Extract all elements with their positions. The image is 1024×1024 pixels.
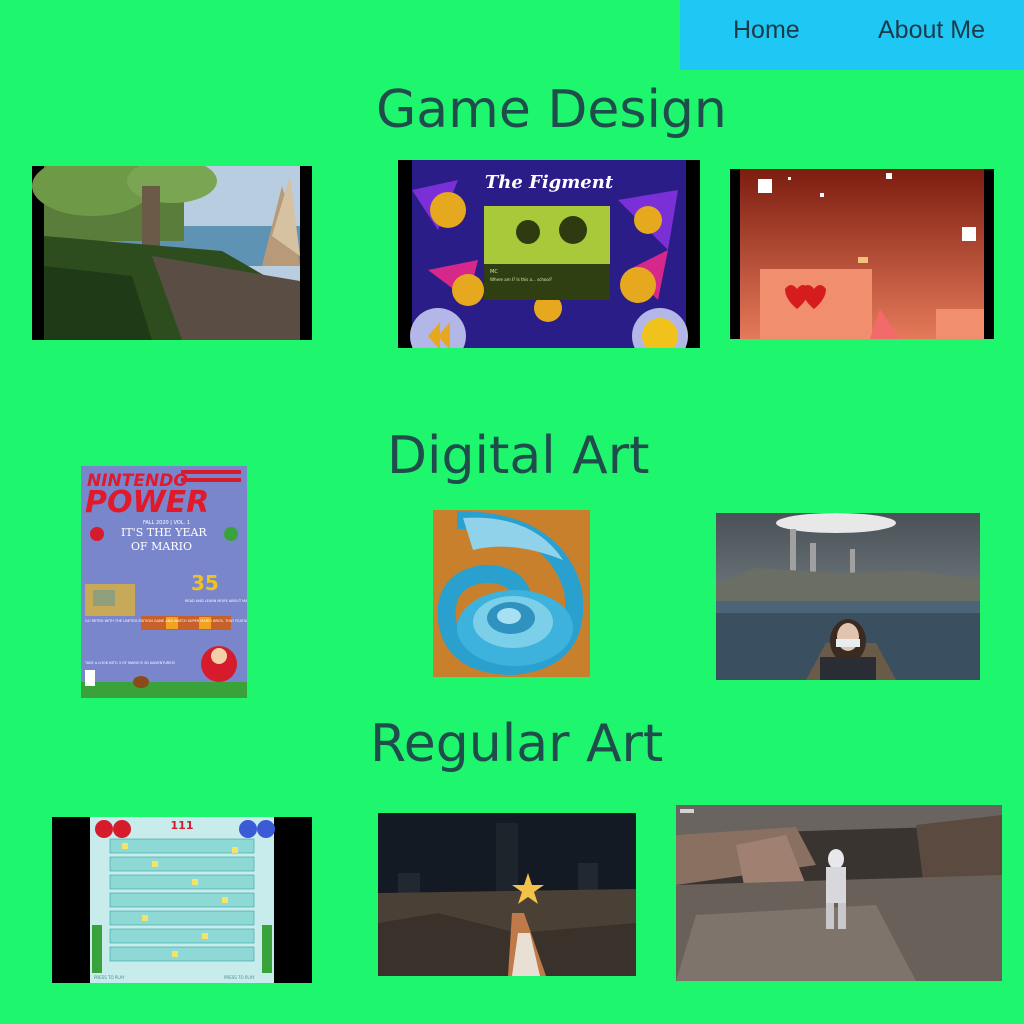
pollution-photo-image bbox=[716, 513, 980, 680]
magazine-blurb-3: TAKE A LOOK INTO 3 OF MARIO'S 3D ADVENTU… bbox=[84, 661, 175, 665]
nav-about-link[interactable]: About Me bbox=[878, 16, 986, 44]
top-nav: Home About Me bbox=[680, 0, 1024, 70]
thumb-nautilus-shell[interactable] bbox=[433, 510, 590, 677]
thumb-figment[interactable]: The Figment MC Where am I? Is this a... … bbox=[398, 160, 700, 348]
magazine-brand-top: NINTENDO bbox=[87, 471, 188, 491]
board-hint-left: PRESS TO PLAY bbox=[94, 975, 125, 980]
board-score: 111 bbox=[171, 819, 194, 832]
section-title-game-design: Game Design bbox=[376, 80, 727, 140]
forest-island-image bbox=[32, 166, 312, 340]
thumb-courtyard-runner[interactable] bbox=[676, 805, 1002, 981]
board-game-image: 111 PRESS TO PLAY PRESS TO PLAY bbox=[52, 817, 312, 983]
magazine-headline-2: OF MARIO bbox=[131, 540, 192, 553]
magazine-issue: FALL 2020 | VOL. 1 bbox=[143, 520, 190, 526]
thumb-night-star-scene[interactable] bbox=[378, 813, 636, 976]
thumb-forest-island[interactable] bbox=[32, 166, 312, 340]
nautilus-shell-image bbox=[433, 510, 590, 677]
magazine-blurb-2: GO RETRO WITH THE LIMITED EDITION GAME A… bbox=[85, 619, 247, 623]
figment-speaker: MC bbox=[490, 269, 498, 275]
figment-image: The Figment MC Where am I? Is this a... … bbox=[398, 160, 700, 348]
magazine-brand-bottom: POWER bbox=[85, 485, 209, 520]
magazine-headline-1: IT'S THE YEAR bbox=[121, 526, 207, 539]
thumb-board-game[interactable]: 111 PRESS TO PLAY PRESS TO PLAY bbox=[52, 817, 312, 983]
night-star-image bbox=[378, 813, 636, 976]
nav-home-link[interactable]: Home bbox=[733, 16, 800, 44]
pixel-hearts-image bbox=[730, 169, 994, 339]
nintendo-power-image: NINTENDO POWER FALL 2020 | VOL. 1 IT'S T… bbox=[81, 466, 247, 698]
thumb-pollution-photo[interactable] bbox=[716, 513, 980, 680]
courtyard-runner-image bbox=[676, 805, 1002, 981]
thumb-nintendo-power-cover[interactable]: NINTENDO POWER FALL 2020 | VOL. 1 IT'S T… bbox=[81, 466, 247, 698]
section-title-regular-art: Regular Art bbox=[370, 714, 664, 774]
figment-title: The Figment bbox=[485, 172, 614, 193]
section-title-digital-art: Digital Art bbox=[387, 426, 650, 486]
thumb-pixel-hearts[interactable] bbox=[730, 169, 994, 339]
board-hint-right: PRESS TO PLAY bbox=[224, 975, 255, 980]
magazine-blurb-1: READ AND LEARN MORE ABOUT MARIO'S HISTOR… bbox=[185, 599, 247, 603]
magazine-badge: 35 bbox=[191, 571, 219, 595]
figment-dialogue: Where am I? Is this a... school? bbox=[490, 277, 552, 282]
